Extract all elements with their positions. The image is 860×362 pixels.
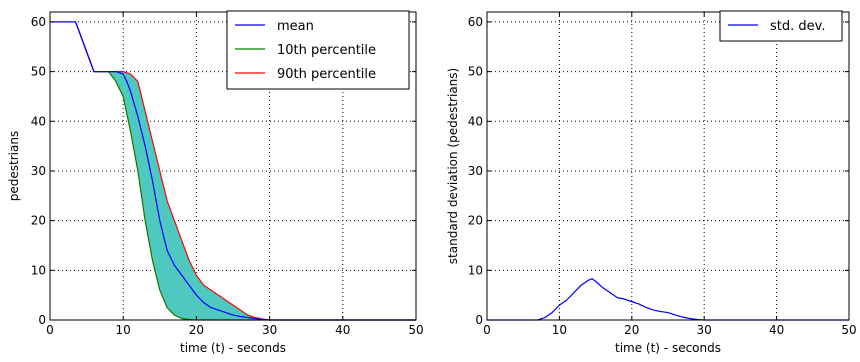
x-tick-label: 40 [769, 323, 784, 337]
x-axis-label: time (t) - seconds [615, 341, 721, 355]
y-tick-label: 50 [31, 65, 46, 79]
legend-label: mean [277, 19, 314, 34]
legend-box [719, 10, 843, 42]
legend-label: 90th percentile [277, 67, 376, 82]
legend: std. dev. [719, 10, 843, 42]
legend: mean 10th percentile 90th percentile [226, 10, 410, 90]
y-tick-label: 60 [31, 15, 46, 29]
y-tick-label: 30 [468, 164, 483, 178]
x-tick-label: 40 [335, 323, 350, 337]
y-tick-label: 60 [468, 15, 483, 29]
y-axis-label: standard deviation (pedestrians) [446, 68, 460, 264]
y-tick-label: 20 [468, 214, 483, 228]
x-tick-label: 0 [46, 323, 54, 337]
y-tick-label: 40 [31, 114, 46, 128]
x-tick-label: 30 [697, 323, 712, 337]
y-tick-label: 10 [31, 263, 46, 277]
x-tick-label: 50 [408, 323, 423, 337]
series-line-mean [50, 21, 416, 321]
legend-label: 10th percentile [277, 43, 376, 58]
legend-box [226, 10, 410, 90]
y-tick-label: 0 [475, 313, 483, 327]
plot-frame [486, 11, 850, 321]
chart-panel-2: 0 10 20 30 40 50 0 10 20 30 40 50 60 time (t) - secon… [446, 10, 857, 355]
y-tick-label: 10 [468, 263, 483, 277]
x-tick-label: 30 [262, 323, 277, 337]
x-axis-label: time (t) - seconds [180, 341, 286, 355]
series-line-std-dev- [487, 278, 849, 321]
y-tick-label: 50 [468, 65, 483, 79]
x-tick-label: 50 [841, 323, 856, 337]
x-tick-label: 10 [552, 323, 567, 337]
y-axis-label: pedestrians [7, 131, 21, 201]
y-tick-label: 30 [31, 164, 46, 178]
y-tick-label: 0 [38, 313, 46, 327]
x-tick-label: 10 [116, 323, 131, 337]
y-tick-label: 40 [468, 114, 483, 128]
legend-label: std. dev. [770, 19, 825, 34]
x-tick-label: 20 [189, 323, 204, 337]
y-tick-label: 20 [31, 214, 46, 228]
x-tick-label: 20 [624, 323, 639, 337]
x-tick-label: 0 [483, 323, 491, 337]
chart-panel-1: 0 10 20 30 40 50 0 10 20 30 40 50 60 time (t) - secon… [7, 10, 424, 355]
